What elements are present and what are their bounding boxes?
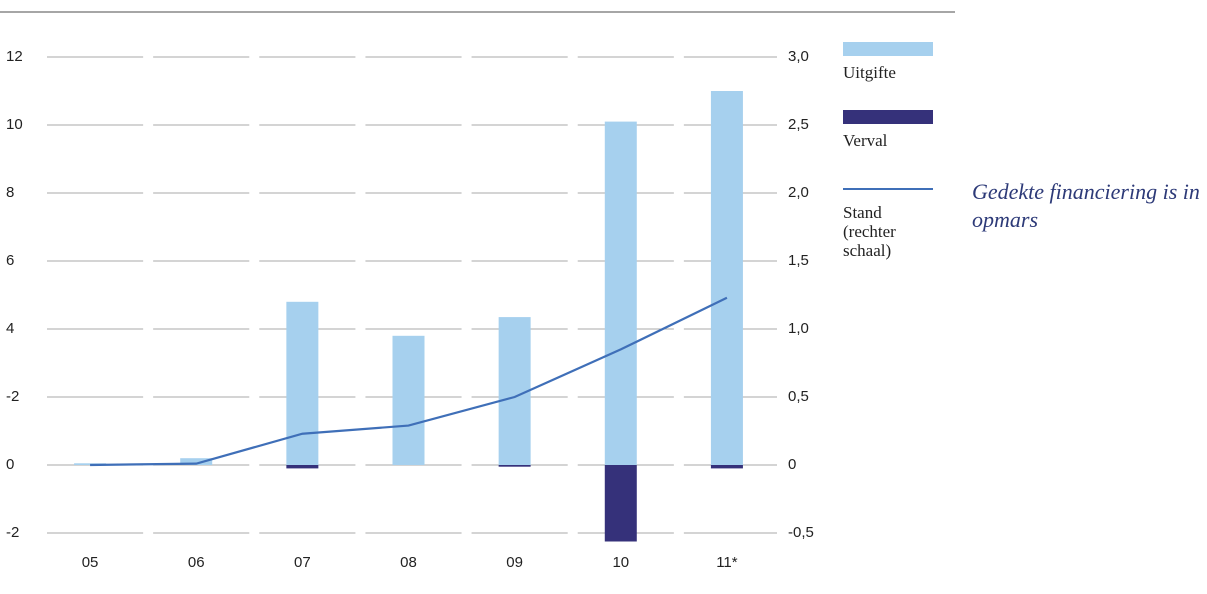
y-tick-label: 6 [6, 252, 14, 269]
x-tick-label: 06 [188, 554, 205, 571]
y-tick-label: 0 [6, 456, 14, 473]
bar [180, 458, 213, 465]
x-tick-label: 05 [82, 554, 99, 571]
x-tick-label: 11* [716, 554, 738, 571]
x-tick-label: 10 [612, 554, 629, 571]
bar [392, 335, 425, 465]
legend-label: Uitgifte [843, 63, 896, 82]
y-tick-label: 4 [6, 320, 14, 337]
bar [604, 465, 637, 542]
legend-label: Verval [843, 131, 888, 150]
y2-tick-label: 1,5 [788, 252, 809, 269]
y-tick-label: -2 [6, 388, 19, 405]
bar [286, 301, 319, 465]
x-tick-label: 09 [506, 554, 523, 571]
y-tick-label: -2 [6, 524, 19, 541]
line [90, 296, 728, 467]
y2-tick-label: 2,0 [788, 184, 809, 201]
y-tick-label: 12 [6, 48, 23, 65]
y2-tick-label: -0,5 [788, 524, 814, 541]
legend-label: Stand (rechter schaal) [843, 203, 896, 260]
x-tick-label: 08 [400, 554, 417, 571]
legend-swatch [843, 110, 933, 124]
annotation: Gedekte financiering is in opmars [972, 179, 1200, 232]
y2-tick-label: 1,0 [788, 320, 809, 337]
legend-swatch [843, 188, 933, 190]
bar [710, 465, 743, 469]
bar [498, 465, 531, 467]
bar [604, 121, 637, 465]
y2-tick-label: 0 [788, 456, 796, 473]
bar [710, 91, 743, 465]
y2-tick-label: 0,5 [788, 388, 809, 405]
x-tick-label: 07 [294, 554, 311, 571]
legend-swatch [843, 42, 933, 56]
y2-tick-label: 2,5 [788, 116, 809, 133]
y-tick-label: 8 [6, 184, 14, 201]
bar [286, 465, 319, 469]
y-tick-label: 10 [6, 116, 23, 133]
y2-tick-label: 3,0 [788, 48, 809, 65]
